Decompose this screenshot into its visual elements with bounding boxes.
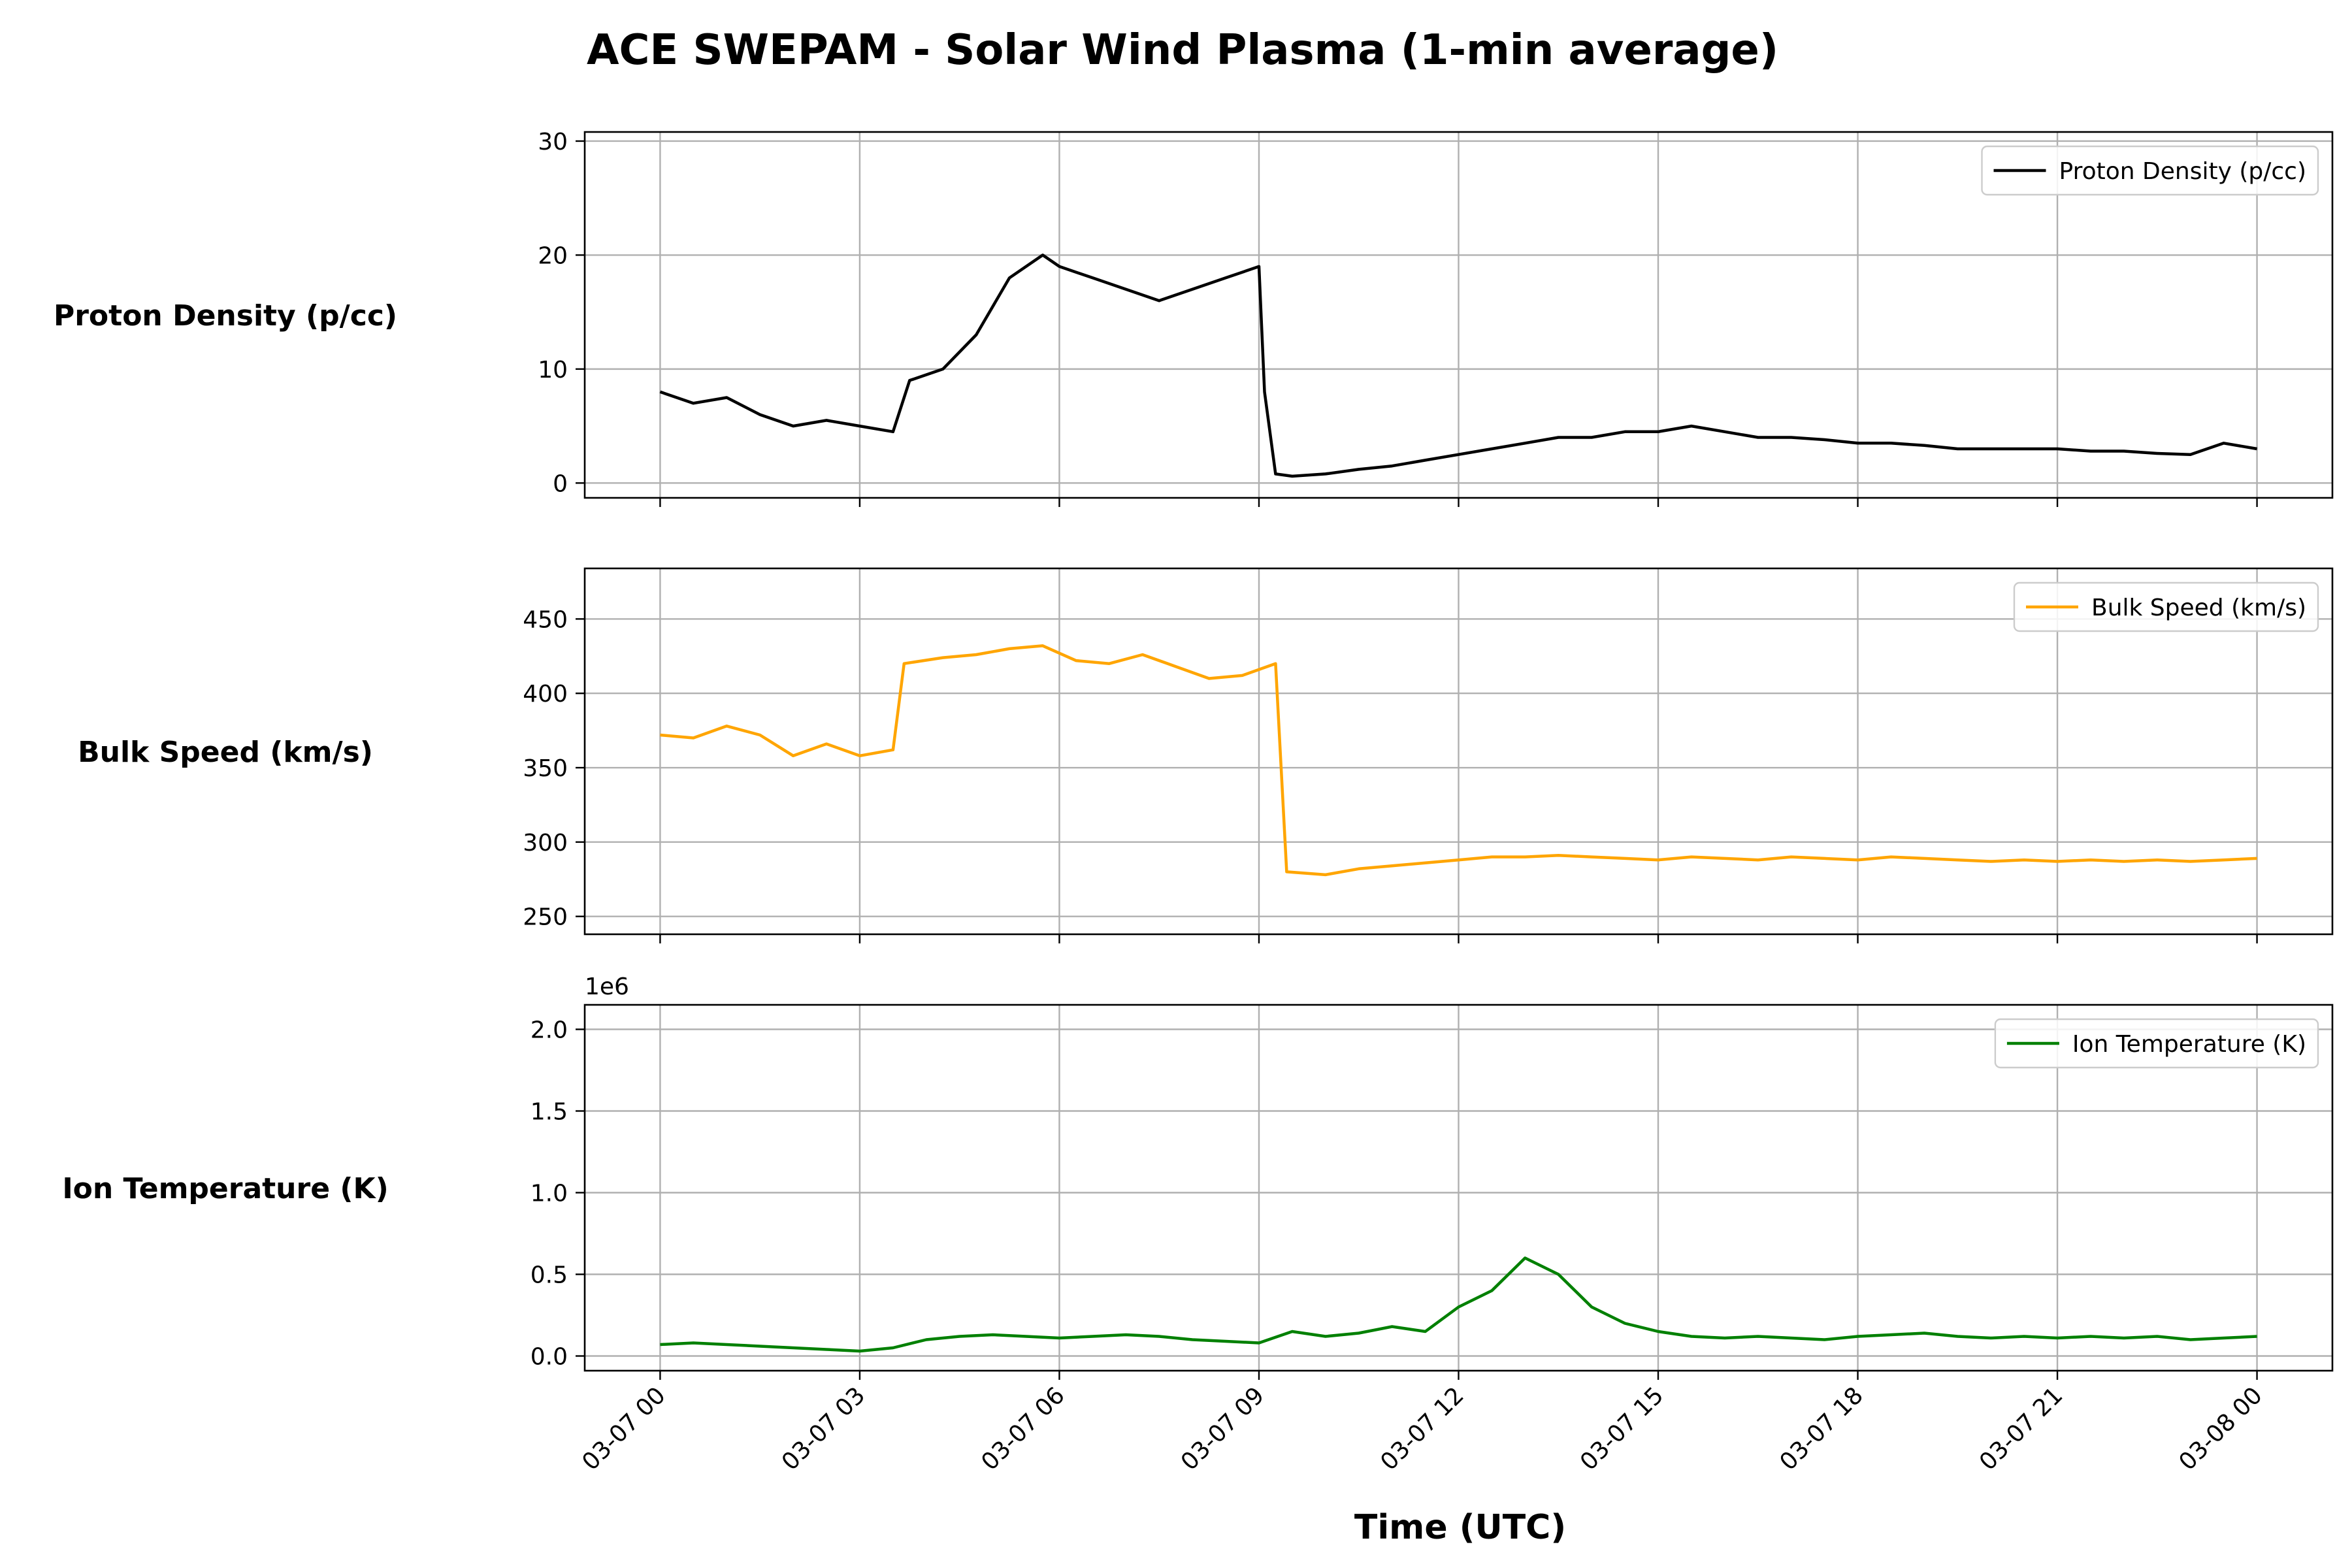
legend-label: Ion Temperature (K) xyxy=(2072,1031,2306,1058)
y-tick-label: 10 xyxy=(538,357,568,384)
series-line-1 xyxy=(659,253,2257,478)
y-tick-label: 2.0 xyxy=(531,1017,568,1044)
panel-3: 0.0 0.5 1.0 1.5 2.0 Ion Temperature (K) 1e6 Ion… xyxy=(62,973,2334,1380)
axes-frame xyxy=(583,1004,2334,1372)
y-tick-label: 350 xyxy=(523,755,568,782)
y-tick-label: 400 xyxy=(523,681,568,708)
y-tick-label: 0.5 xyxy=(531,1262,568,1289)
y-tick-label: 20 xyxy=(538,242,568,269)
x-axis-label: Time (UTC) xyxy=(1354,1508,1566,1547)
panel-2: 250 300 350 400 450 Bulk Speed (km/s) Bulk Spe… xyxy=(78,567,2334,943)
axes-frame xyxy=(583,567,2334,936)
legend: Proton Density (p/cc) xyxy=(1981,145,2319,196)
legend-box xyxy=(1994,1018,2319,1069)
panel-ylabel: Proton Density (p/cc) xyxy=(54,299,397,333)
y-tick-label: 1.5 xyxy=(531,1099,568,1126)
legend: Ion Temperature (K) xyxy=(1994,1018,2319,1069)
panel-ylabel: Bulk Speed (km/s) xyxy=(78,736,373,769)
legend-label: Proton Density (p/cc) xyxy=(2059,158,2306,185)
y-tick-label: 0.0 xyxy=(531,1344,568,1371)
y-tick-label: 30 xyxy=(538,129,568,155)
legend-box xyxy=(1981,145,2319,196)
axes-frame xyxy=(583,131,2334,499)
y-tick-label: 250 xyxy=(523,904,568,931)
series-line-2 xyxy=(660,644,2257,877)
legend: Bulk Speed (km/s) xyxy=(2013,581,2319,632)
y-tick-label: 1.0 xyxy=(531,1181,568,1207)
chart-title: ACE SWEPAM - Solar Wind Plasma (1-min av… xyxy=(587,26,1778,74)
legend-label: Bulk Speed (km/s) xyxy=(2091,595,2306,621)
offset-text: 1e6 xyxy=(585,973,629,1000)
legend-box xyxy=(2013,581,2319,632)
panel-ylabel: Ion Temperature (K) xyxy=(62,1172,388,1205)
y-tick-label: 450 xyxy=(523,606,568,633)
y-tick-label: 0 xyxy=(553,470,568,497)
series-line-3 xyxy=(660,1256,2257,1353)
panel-1: 0 10 20 30 Proton Density (p/cc) Proton Densi… xyxy=(54,129,2334,507)
y-tick-label: 300 xyxy=(523,830,568,857)
